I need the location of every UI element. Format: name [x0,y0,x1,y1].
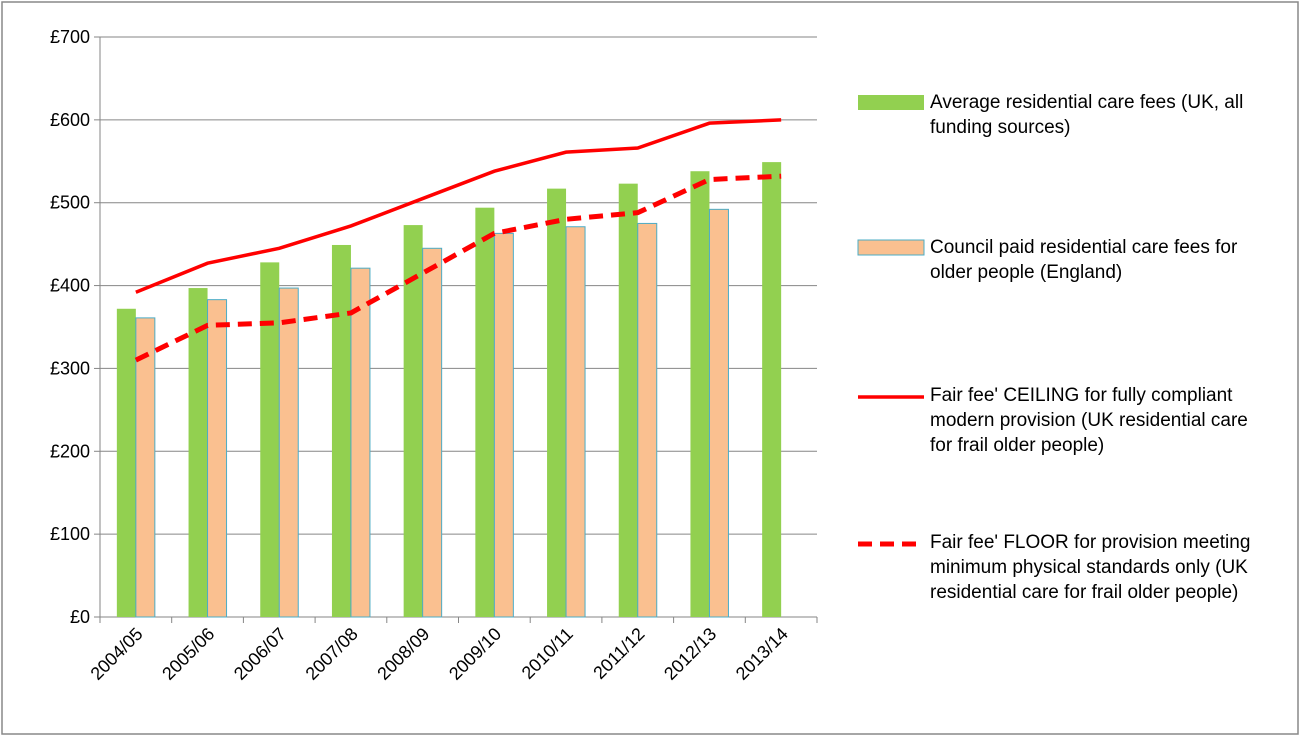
bar [618,183,638,617]
y-tick-label: £300 [50,358,90,378]
y-tick-label: £500 [50,193,90,213]
bar [188,288,208,617]
bar [708,208,729,618]
x-tick-label: 2013/14 [732,624,792,684]
legend-label: Fair fee' FLOOR for provision meeting mi… [930,532,1251,603]
bar [547,188,567,617]
bar [350,267,371,618]
bar [116,308,136,617]
x-tick-label: 2008/09 [373,624,433,684]
bar [690,171,710,617]
bar [331,244,351,617]
bar [260,262,280,617]
bar [207,299,228,618]
y-tick-label: £0 [70,607,90,627]
line [134,173,782,363]
legend-swatch [857,239,925,256]
x-tick-label: 2007/08 [302,624,362,684]
x-tick-label: 2009/10 [445,624,505,684]
x-tick-label: 2011/12 [589,624,648,683]
line [135,118,782,294]
bar [762,162,782,617]
legend-swatch [858,95,924,110]
bar [135,317,156,618]
legend-label: Council paid residential care fees for o… [930,237,1238,283]
bar [278,287,299,618]
bar [493,232,514,618]
bar [403,225,423,618]
y-tick-label: £200 [50,441,90,461]
bar [475,207,495,617]
y-tick-label: £400 [50,276,90,296]
bar [637,222,658,618]
x-tick-label: 2010/11 [518,624,577,683]
x-tick-label: 2006/07 [230,624,290,684]
legend-label: Average residential care fees (UK, all f… [930,92,1244,138]
legend-label: Fair fee' CEILING for fully compliant mo… [930,385,1248,456]
bar [422,247,443,618]
y-tick-label: £600 [50,110,90,130]
x-tick-label: 2005/06 [158,624,218,684]
x-tick-label: 2004/05 [87,624,147,684]
bar [565,226,586,618]
x-tick-label: 2012/13 [660,624,720,684]
y-tick-label: £700 [50,27,90,47]
y-tick-label: £100 [50,524,90,544]
